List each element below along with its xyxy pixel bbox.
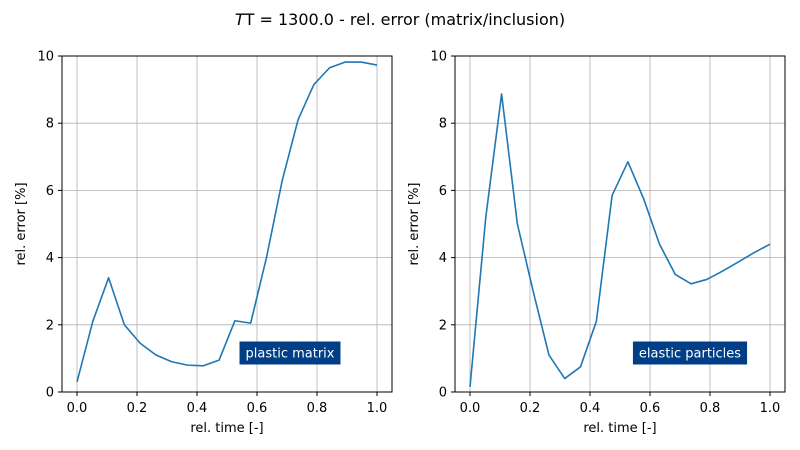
right-x-tick-label: 1.0: [760, 401, 781, 416]
right-x-tick-label: 0.8: [700, 401, 721, 416]
left-annotation-box: [239, 341, 341, 365]
left-y-tick-label: 2: [46, 318, 54, 333]
right-y-tick-label: 6: [439, 184, 447, 199]
left-y-tick-label: 8: [46, 117, 54, 132]
right-y-tick-label: 0: [439, 386, 447, 401]
title-suffix: - rel. error (matrix/inclusion): [334, 10, 565, 29]
left-x-tick-label: 0.4: [187, 401, 208, 416]
right-x-tick-label: 0.2: [520, 401, 541, 416]
right-x-axis-label: rel. time [-]: [583, 421, 656, 436]
left-axes-frame: [61, 55, 393, 393]
right-subplot: 0.0 0.2 0.4 0.6 0.8 1.0 0 2 4 6 8 10 rel. time [-] re…: [407, 50, 786, 436]
right-annotation: elastic particles: [632, 341, 748, 365]
left-subplot: 0.0 0.2 0.4 0.6 0.8 1.0 0 2 4 6 8 10 rel. time [-] re…: [14, 50, 393, 436]
left-series-line: [76, 61, 378, 383]
right-y-tick-label: 4: [439, 251, 447, 266]
title-equals: T =: [244, 10, 278, 29]
right-y-axis-label: rel. error [%]: [407, 182, 422, 265]
left-y-tick-label: 10: [37, 50, 54, 65]
left-x-tick-label: 0.0: [67, 401, 88, 416]
left-x-tick-label: 0.2: [127, 401, 148, 416]
title-variable: T: [235, 10, 246, 29]
left-annotation: plastic matrix: [239, 341, 341, 365]
left-x-tick-label: 1.0: [367, 401, 388, 416]
figure-title: TT = 1300.0 - rel. error (matrix/inclusi…: [235, 10, 565, 29]
left-y-tick-label: 4: [46, 251, 54, 266]
right-series-line: [469, 93, 771, 388]
right-annotation-text: elastic particles: [639, 347, 741, 362]
right-x-tick-label: 0.4: [580, 401, 601, 416]
left-x-tick-label: 0.6: [247, 401, 268, 416]
left-x-tick-label: 0.8: [307, 401, 328, 416]
right-axes-frame: [454, 55, 786, 393]
left-y-axis-label: rel. error [%]: [14, 182, 29, 265]
title-temperature-value: 1300.0: [278, 10, 334, 29]
right-annotation-box: [632, 341, 748, 365]
right-x-tick-label: 0.6: [640, 401, 661, 416]
right-y-tick-label: 2: [439, 318, 447, 333]
left-y-tick-label: 6: [46, 184, 54, 199]
left-x-axis-label: rel. time [-]: [190, 421, 263, 436]
right-y-tick-label: 8: [439, 117, 447, 132]
left-annotation-text: plastic matrix: [246, 347, 335, 362]
left-y-tick-label: 0: [46, 386, 54, 401]
right-y-tick-label: 10: [430, 50, 447, 65]
right-x-tick-label: 0.0: [460, 401, 481, 416]
